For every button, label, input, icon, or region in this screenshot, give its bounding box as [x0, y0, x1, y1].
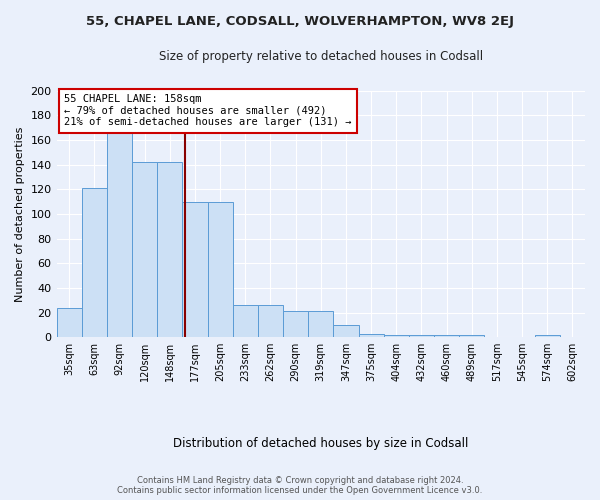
Text: 55, CHAPEL LANE, CODSALL, WOLVERHAMPTON, WV8 2EJ: 55, CHAPEL LANE, CODSALL, WOLVERHAMPTON,… [86, 15, 514, 28]
X-axis label: Distribution of detached houses by size in Codsall: Distribution of detached houses by size … [173, 437, 469, 450]
Bar [359, 334, 383, 337]
Bar [535, 334, 560, 337]
Bar [383, 334, 409, 337]
Bar [208, 202, 233, 337]
Bar [334, 325, 359, 337]
Title: Size of property relative to detached houses in Codsall: Size of property relative to detached ho… [159, 50, 483, 63]
Bar [82, 188, 107, 337]
Bar [434, 334, 459, 337]
Y-axis label: Number of detached properties: Number of detached properties [15, 126, 25, 302]
Bar [308, 312, 334, 337]
Bar [283, 312, 308, 337]
Bar [233, 305, 258, 337]
Bar [132, 162, 157, 337]
Bar [157, 162, 182, 337]
Text: 55 CHAPEL LANE: 158sqm
← 79% of detached houses are smaller (492)
21% of semi-de: 55 CHAPEL LANE: 158sqm ← 79% of detached… [64, 94, 352, 128]
Bar [182, 202, 208, 337]
Text: Contains HM Land Registry data © Crown copyright and database right 2024.
Contai: Contains HM Land Registry data © Crown c… [118, 476, 482, 495]
Bar [409, 334, 434, 337]
Bar [258, 305, 283, 337]
Bar [107, 130, 132, 337]
Bar [56, 308, 82, 337]
Bar [459, 334, 484, 337]
